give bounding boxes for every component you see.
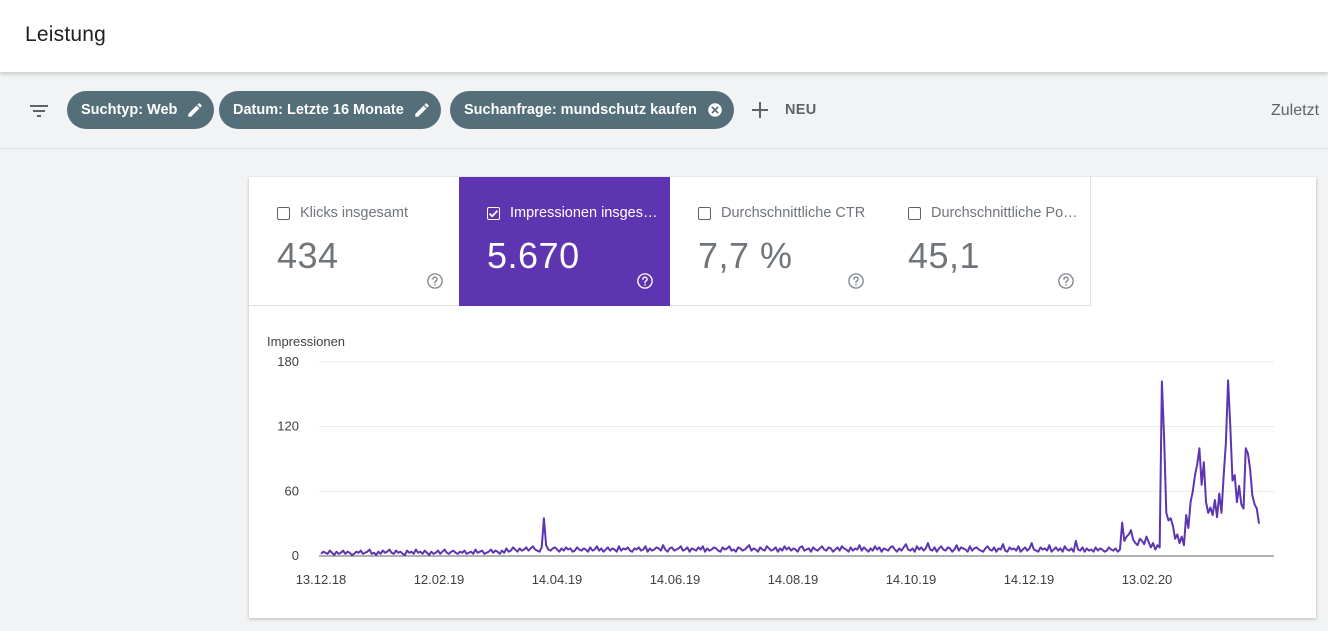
y-axis-label: Impressionen	[267, 334, 345, 349]
x-tick-label: 14.06.19	[650, 572, 701, 587]
add-filter-label: NEU	[785, 102, 817, 118]
filter-icon[interactable]	[27, 99, 51, 123]
metric-tile-position[interactable]: Durchschnittliche Position 45,1	[880, 177, 1091, 306]
y-tick-label: 60	[285, 483, 299, 498]
x-tick-label: 14.10.19	[886, 572, 937, 587]
metric-value: 45,1	[908, 235, 981, 276]
checkbox[interactable]	[698, 207, 711, 220]
checkbox-checked[interactable]	[487, 207, 500, 220]
metric-value: 434	[277, 235, 339, 276]
chip-date-range[interactable]: Datum: Letzte 16 Monate	[219, 91, 441, 129]
x-tick-label: 14.12.19	[1004, 572, 1055, 587]
metric-value: 5.670	[487, 235, 580, 276]
y-tick-label: 180	[277, 354, 299, 369]
help-icon[interactable]	[1057, 272, 1075, 290]
plus-icon	[752, 102, 768, 118]
x-tick-label: 13.02.20	[1122, 572, 1173, 587]
metric-value: 7,7 %	[698, 235, 793, 276]
checkbox[interactable]	[908, 207, 921, 220]
add-filter-button[interactable]: NEU	[748, 91, 817, 129]
chip-label: Suchanfrage: mundschutz kaufen	[464, 102, 697, 118]
help-icon[interactable]	[426, 272, 444, 290]
close-circle-icon[interactable]	[706, 101, 724, 119]
last-updated-label: Zuletzt	[1271, 102, 1320, 119]
filter-bar: Suchtyp: Web Datum: Letzte 16 Monate Suc…	[0, 74, 1328, 149]
y-tick-label: 120	[277, 419, 299, 434]
app-header: Leistung	[0, 0, 1328, 72]
x-tick-label: 12.02.19	[414, 572, 465, 587]
chip-query[interactable]: Suchanfrage: mundschutz kaufen	[450, 91, 734, 129]
pencil-icon[interactable]	[413, 101, 431, 119]
metric-tile-impressions[interactable]: Impressionen insgesamt 5.670	[459, 177, 670, 306]
page-title: Leistung	[25, 23, 106, 46]
chip-label: Suchtyp: Web	[81, 102, 178, 118]
metric-tile-clicks[interactable]: Klicks insgesamt 434	[249, 177, 460, 306]
performance-card: Klicks insgesamt 434 Impressionen insges…	[249, 177, 1316, 618]
x-tick-label: 13.12.18	[296, 572, 347, 587]
impressions-chart[interactable]: Impressionen 0 60 120 180 13.12.18 12.02.19 1…	[249, 177, 1316, 618]
chip-search-type[interactable]: Suchtyp: Web	[67, 91, 215, 129]
y-tick-label: 0	[292, 548, 299, 563]
series-line-impressions	[320, 379, 1260, 556]
help-icon[interactable]	[847, 272, 865, 290]
checkbox[interactable]	[277, 207, 290, 220]
x-tick-label: 14.08.19	[768, 572, 819, 587]
chip-label: Datum: Letzte 16 Monate	[233, 102, 404, 118]
metric-tile-ctr[interactable]: Durchschnittliche CTR 7,7 %	[670, 177, 881, 306]
pencil-icon[interactable]	[186, 101, 204, 119]
help-icon[interactable]	[636, 272, 654, 290]
x-tick-label: 14.04.19	[532, 572, 583, 587]
